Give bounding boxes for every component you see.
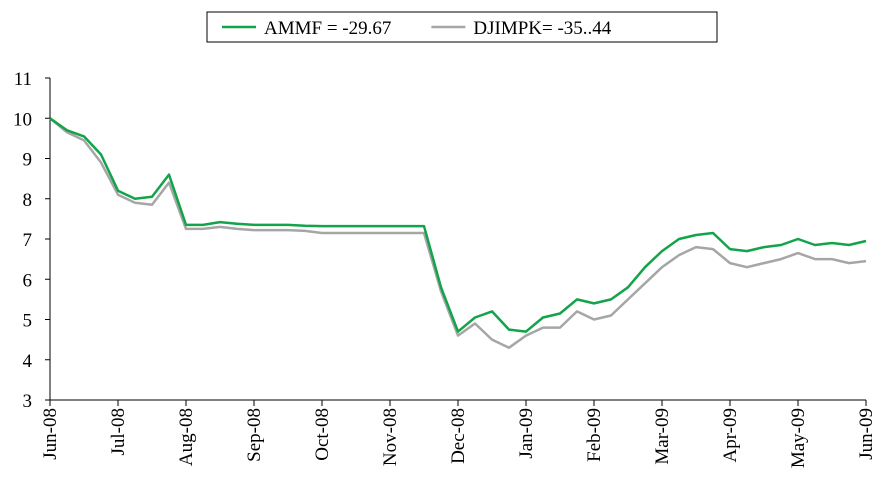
legend-label: DJIMPK= -35..44 bbox=[473, 18, 611, 39]
y-tick-label: 4 bbox=[23, 351, 33, 372]
x-tick-label: Jun-08 bbox=[40, 408, 61, 460]
x-tick-label: Sep-08 bbox=[244, 408, 265, 462]
y-tick-label: 6 bbox=[23, 270, 33, 291]
y-tick-label: 3 bbox=[23, 391, 33, 412]
x-tick-label: Jul-08 bbox=[108, 408, 129, 456]
y-tick-label: 11 bbox=[14, 69, 32, 90]
legend-label: AMMF = -29.67 bbox=[264, 18, 391, 39]
x-tick-label: Dec-08 bbox=[448, 408, 469, 464]
x-tick-label: May-09 bbox=[788, 408, 809, 468]
y-tick-label: 7 bbox=[23, 230, 33, 251]
x-tick-label: Feb-09 bbox=[584, 408, 605, 462]
series-line bbox=[49, 117, 867, 333]
x-tick-label: Jun-09 bbox=[856, 408, 872, 460]
x-tick-label: Aug-08 bbox=[176, 408, 197, 466]
y-tick-label: 9 bbox=[23, 150, 33, 171]
y-tick-label: 10 bbox=[13, 109, 32, 130]
y-tick-label: 8 bbox=[23, 190, 33, 211]
x-tick-label: Nov-08 bbox=[380, 408, 401, 466]
x-tick-label: Oct-08 bbox=[312, 408, 333, 461]
x-tick-label: Apr-09 bbox=[720, 408, 741, 463]
series-line bbox=[49, 117, 867, 349]
y-tick-label: 5 bbox=[23, 311, 33, 332]
legend: AMMF = -29.67 DJIMPK= -35..44 bbox=[206, 11, 718, 43]
x-tick-label: Mar-09 bbox=[652, 408, 673, 465]
x-tick-label: Jan-09 bbox=[516, 408, 537, 459]
